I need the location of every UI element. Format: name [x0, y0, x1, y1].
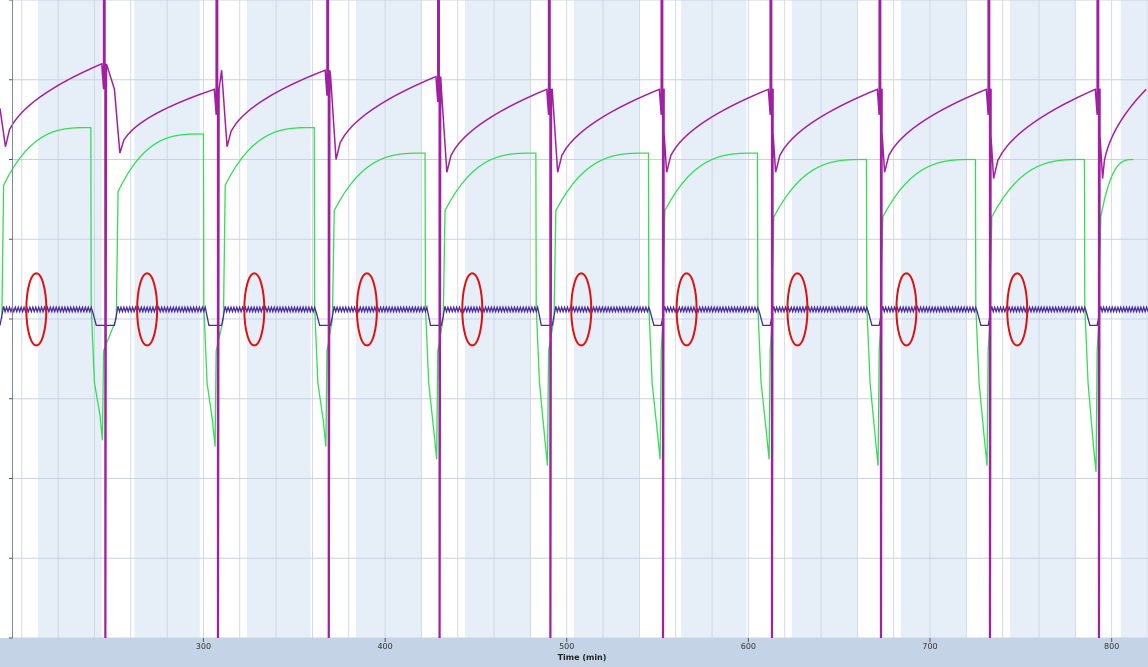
annotation-ellipse-9	[1006, 272, 1029, 347]
x-tick-label-4: 700	[922, 642, 937, 651]
annotations	[25, 272, 1029, 347]
annotation-ellipse-5	[570, 272, 593, 347]
x-tick-label-2: 500	[559, 642, 574, 651]
series-lines	[0, 0, 1148, 639]
x-axis-title: Time (min)	[558, 653, 607, 662]
annotation-ellipse-4	[461, 272, 484, 347]
annotation-ellipse-7	[786, 272, 809, 347]
annotation-ellipse-0	[25, 272, 48, 347]
x-tick-label-0: 300	[196, 642, 211, 651]
series-line-blue	[0, 304, 1148, 327]
x-tick-label-5: 800	[1104, 642, 1119, 651]
series-line-purple	[0, 0, 1147, 639]
x-axis-bar	[0, 638, 1148, 667]
x-tick-label-1: 400	[377, 642, 392, 651]
annotation-ellipse-1	[136, 272, 159, 347]
annotation-ellipse-3	[355, 272, 378, 347]
gridlines	[12, 0, 1148, 639]
annotation-ellipse-2	[243, 272, 266, 347]
annotation-ellipse-8	[895, 272, 918, 347]
x-tick-label-3: 600	[741, 642, 756, 651]
annotation-ellipse-6	[675, 272, 698, 347]
axis-ticks: 300 400 500 600 700 800	[9, 0, 1119, 651]
series-line-green	[1, 126, 1134, 473]
